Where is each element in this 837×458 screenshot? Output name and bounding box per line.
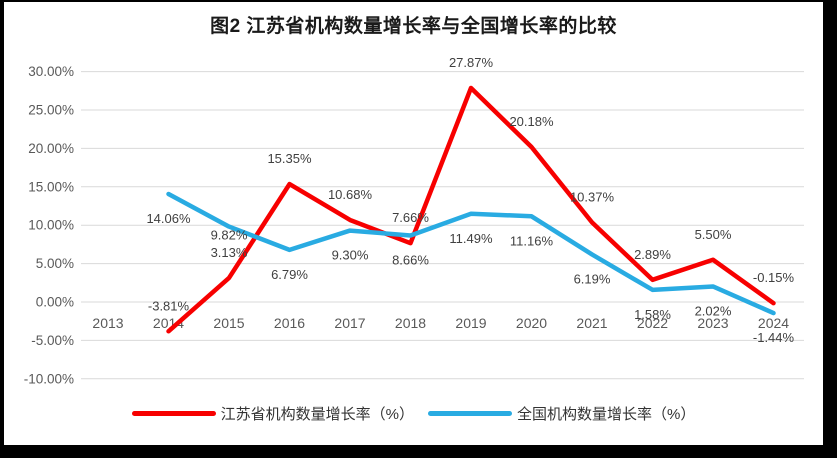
legend: 江苏省机构数量增长率（%） 全国机构数量增长率（%） — [4, 403, 823, 424]
data-label: 14.06% — [146, 211, 191, 226]
data-label: 5.50% — [695, 227, 732, 242]
y-tick-label: 5.00% — [36, 256, 74, 271]
x-tick-label: 2018 — [395, 315, 426, 331]
data-label: 7.66% — [392, 210, 429, 225]
y-tick-label: 30.00% — [28, 64, 74, 79]
line-chart-plot: 30.00% 25.00% 20.00% 15.00% 10.00% 5.00% 0.00%… — [24, 55, 804, 386]
data-label: 2.02% — [695, 303, 732, 318]
y-tick-label: -5.00% — [31, 333, 74, 348]
series-line-national — [166, 191, 776, 316]
data-label: -3.81% — [148, 298, 190, 313]
data-label: 1.58% — [634, 307, 671, 322]
x-tick-label: 2019 — [455, 315, 486, 331]
x-tick-label: 2016 — [274, 315, 305, 331]
x-tick-label: 2013 — [92, 315, 123, 331]
data-label: 10.68% — [328, 187, 373, 202]
data-label: 15.35% — [267, 151, 312, 166]
x-tick-label: 2024 — [758, 315, 789, 331]
chart-card: 30.00% 25.00% 20.00% 15.00% 10.00% 5.00% 0.00%… — [4, 2, 823, 445]
data-label: 27.87% — [449, 55, 494, 70]
legend-swatch-jiangsu — [131, 411, 216, 416]
legend-swatch-national — [428, 411, 512, 416]
data-label: 9.82% — [211, 228, 248, 243]
data-label: 6.19% — [574, 271, 611, 286]
data-label: 6.79% — [271, 267, 308, 282]
data-label: -1.44% — [753, 330, 795, 345]
data-label: -0.15% — [753, 270, 795, 285]
legend-item-national[interactable]: 全国机构数量增长率（%） — [428, 403, 695, 424]
chart-title: 图2 江苏省机构数量增长率与全国增长率的比较 — [210, 16, 617, 37]
data-label: 3.13% — [211, 245, 248, 260]
y-tick-label: 20.00% — [28, 141, 74, 156]
data-label: 20.18% — [509, 114, 554, 129]
data-label: 11.49% — [449, 231, 493, 246]
legend-item-jiangsu[interactable]: 江苏省机构数量增长率（%） — [131, 403, 414, 424]
y-tick-label: 25.00% — [28, 103, 74, 118]
x-tick-label: 2022 — [637, 315, 668, 331]
x-tick-label: 2021 — [576, 315, 607, 331]
legend-label-national: 全国机构数量增长率（%） — [517, 406, 696, 423]
data-label: 9.30% — [332, 248, 369, 263]
y-tick-label: 10.00% — [28, 218, 74, 233]
data-label: 10.37% — [570, 189, 615, 204]
series-line-jiangsu — [166, 85, 776, 334]
legend-label-jiangsu: 江苏省机构数量增长率（%） — [220, 406, 414, 423]
y-tick-label: 0.00% — [36, 295, 74, 310]
y-tick-label: 15.00% — [28, 179, 74, 194]
data-label: 2.89% — [634, 247, 671, 262]
y-tick-label: -10.00% — [24, 371, 74, 386]
x-tick-label: 2015 — [213, 315, 244, 331]
data-label: 11.16% — [510, 233, 554, 248]
x-tick-label: 2017 — [334, 315, 365, 331]
x-tick-label: 2023 — [697, 315, 728, 331]
x-tick-label: 2020 — [516, 315, 547, 331]
data-label: 8.66% — [392, 252, 429, 267]
